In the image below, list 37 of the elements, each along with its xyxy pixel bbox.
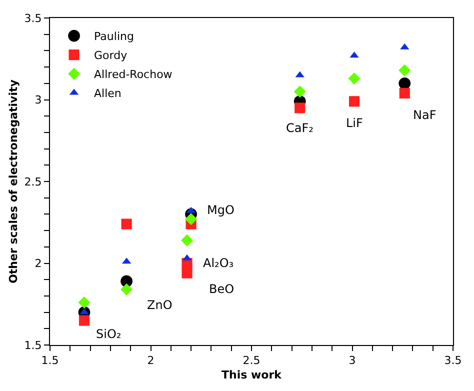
y-axis-title: Other scales of electronegativity <box>6 80 20 284</box>
point <box>398 77 411 90</box>
point <box>182 268 192 278</box>
point <box>185 213 198 226</box>
y-tick-label: 1.5 <box>24 338 42 352</box>
point <box>78 315 90 326</box>
annotation: MgO <box>207 203 234 217</box>
point <box>398 64 411 76</box>
point <box>121 218 132 230</box>
x-tick-label: 3.5 <box>444 354 462 368</box>
y-tick-label: 2 <box>34 257 42 270</box>
annotation: SiO₂ <box>96 327 122 341</box>
annotation: LiF <box>346 116 364 130</box>
legend-label: Allen <box>94 87 122 100</box>
point <box>348 72 360 85</box>
point <box>120 283 133 296</box>
annotation: Al₂O₃ <box>203 256 234 270</box>
y-tick-label: 3.5 <box>24 12 42 25</box>
y-tick-label: 2.5 <box>24 175 42 188</box>
point <box>348 96 360 107</box>
legend-label: Pauling <box>94 30 134 44</box>
annotation: BeO <box>209 282 234 296</box>
point <box>294 86 306 98</box>
x-axis-title: This work <box>222 368 282 382</box>
annotation: CaF₂ <box>286 121 314 135</box>
point <box>78 296 90 309</box>
x-tick-label: 3 <box>348 354 356 368</box>
point <box>180 234 194 246</box>
y-tick-label: 3 <box>34 94 42 107</box>
x-tick-label: 2.5 <box>242 354 260 368</box>
legend-label: Allred-Rochow <box>94 68 172 82</box>
point <box>399 88 410 99</box>
annotation: ZnO <box>147 298 172 312</box>
annotation: NaF <box>413 108 436 122</box>
x-tick-label: 2 <box>147 354 154 368</box>
legend-label: Gordy <box>94 49 128 62</box>
point <box>294 102 306 114</box>
